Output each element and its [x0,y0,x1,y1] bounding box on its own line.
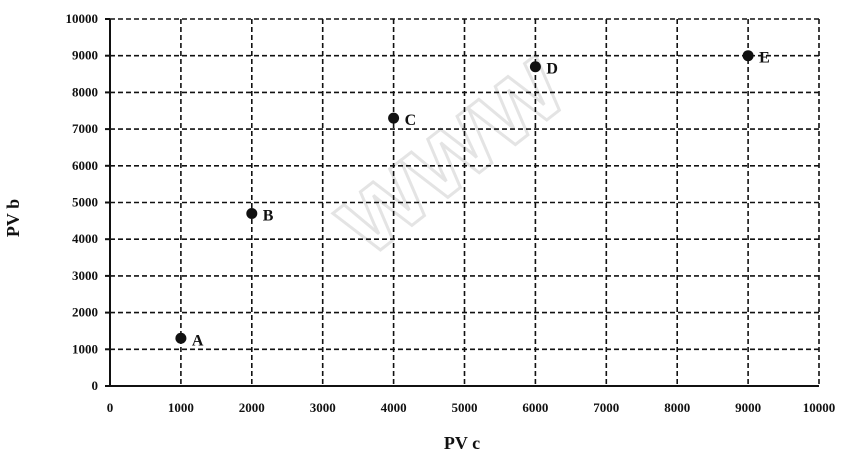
x-tick-label: 10000 [803,400,836,415]
axes [105,18,819,387]
grid [110,18,820,386]
x-tick-label: 4000 [381,400,407,415]
y-axis-title: PV b [3,199,23,237]
data-point-a [175,332,187,344]
y-tick-labels: 0 1000 2000 3000 4000 5000 6000 7000 8000 9000 100… [66,11,99,393]
x-tick-label: 1000 [168,400,194,415]
data-point-b [246,208,258,220]
x-tick-label: 0 [107,400,114,415]
y-tick-label: 7000 [72,121,98,136]
watermark-text: www [307,23,586,279]
x-tick-label: 6000 [522,400,548,415]
x-tick-label: 3000 [310,400,336,415]
y-tick-label: 1000 [72,341,98,356]
y-tick-label: 8000 [72,84,98,99]
point-label-b: B [263,208,274,225]
x-tick-label: 5000 [452,400,478,415]
y-tick-label: 2000 [72,305,98,320]
point-label-e: E [759,50,770,67]
y-tick-label: 10000 [66,11,99,26]
x-tick-label: 2000 [239,400,265,415]
y-tick-label: 6000 [72,158,98,173]
y-tick-label: 9000 [72,48,98,63]
data-point-d [529,61,541,73]
y-tick-label: 0 [92,378,99,393]
point-label-d: D [546,61,558,78]
y-tick-label: 3000 [72,268,98,283]
point-label-a: A [192,332,204,349]
x-tick-label: 7000 [593,400,619,415]
y-tick-label: 5000 [72,195,98,210]
y-tick-label: 4000 [72,231,98,246]
data-points: A B C D E [175,50,770,349]
x-tick-label: 8000 [664,400,690,415]
x-axis-title: PV c [444,433,480,453]
point-label-c: C [405,112,417,129]
data-point-c [388,112,400,124]
x-tick-label: 9000 [735,400,761,415]
data-point-e [742,50,754,62]
x-tick-labels: 0 1000 2000 3000 4000 5000 6000 7000 8000 9000 100… [107,400,836,415]
watermark: www [306,21,588,280]
